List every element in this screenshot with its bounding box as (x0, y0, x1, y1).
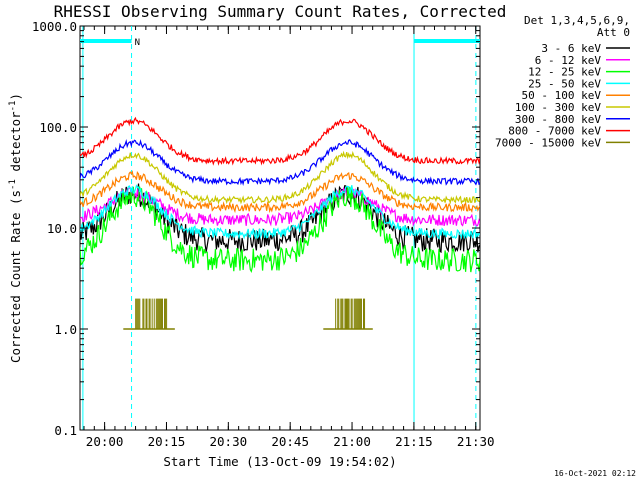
x-tick-label: 20:30 (210, 434, 248, 449)
x-axis-label: Start Time (13-Oct-09 19:54:02) (163, 454, 396, 469)
legend-header-2: Att 0 (597, 26, 630, 39)
legend-label: 25 - 50 keV (528, 77, 601, 90)
x-tick-label: 20:00 (86, 434, 124, 449)
series-line-3 (80, 184, 480, 241)
timestamp: 16-Oct-2021 02:12 (554, 469, 636, 478)
legend-label: 800 - 7000 keV (508, 125, 601, 138)
y-tick-label: 10.0 (47, 221, 77, 236)
night-indicator-bars: N (80, 38, 480, 48)
series-line-5 (80, 150, 480, 205)
legend-label: 7000 - 15000 keV (495, 136, 601, 149)
x-tick-label: 20:45 (271, 434, 309, 449)
y-tick-label: 1000.0 (32, 19, 77, 34)
series-layer (80, 116, 480, 330)
series-line-0 (80, 183, 480, 254)
x-tick-label: 21:15 (395, 434, 433, 449)
x-tick-label: 21:30 (457, 434, 495, 449)
plot-frame (79, 25, 481, 431)
legend-label: 300 - 800 keV (515, 113, 601, 126)
series-line-2 (80, 185, 480, 274)
x-tick-label: 21:00 (333, 434, 371, 449)
y-axis-label: Corrected Count Rate (s-1 detector-1) (8, 93, 23, 363)
series-line-7 (80, 116, 480, 166)
chart-title: RHESSI Observing Summary Count Rates, Co… (54, 2, 507, 21)
y-tick-label: 100.0 (39, 120, 77, 135)
legend-label: 6 - 12 keV (535, 54, 602, 67)
series-7000-15000-counts (123, 298, 373, 330)
legend-header-1: Det 1,3,4,5,6,9, (524, 14, 630, 27)
night-day-markers (82, 26, 477, 430)
x-tick-label: 20:15 (148, 434, 186, 449)
legend-label: 50 - 100 keV (522, 89, 602, 102)
y-axis: 1000.0 100.0 10.0 1.0 0.1 (32, 19, 480, 438)
y-tick-label: 1.0 (54, 322, 77, 337)
y-tick-label: 0.1 (54, 423, 77, 438)
x-axis: 20:00 20:15 20:30 20:45 21:00 21:15 21:30 (83, 26, 495, 449)
series-line-4 (80, 170, 480, 214)
legend-label: 3 - 6 keV (541, 42, 601, 55)
saa-flag-label: N (135, 38, 140, 48)
series-line-6 (80, 138, 480, 187)
legend-label: 100 - 300 keV (515, 101, 601, 114)
legend-label: 12 - 25 keV (528, 66, 601, 79)
